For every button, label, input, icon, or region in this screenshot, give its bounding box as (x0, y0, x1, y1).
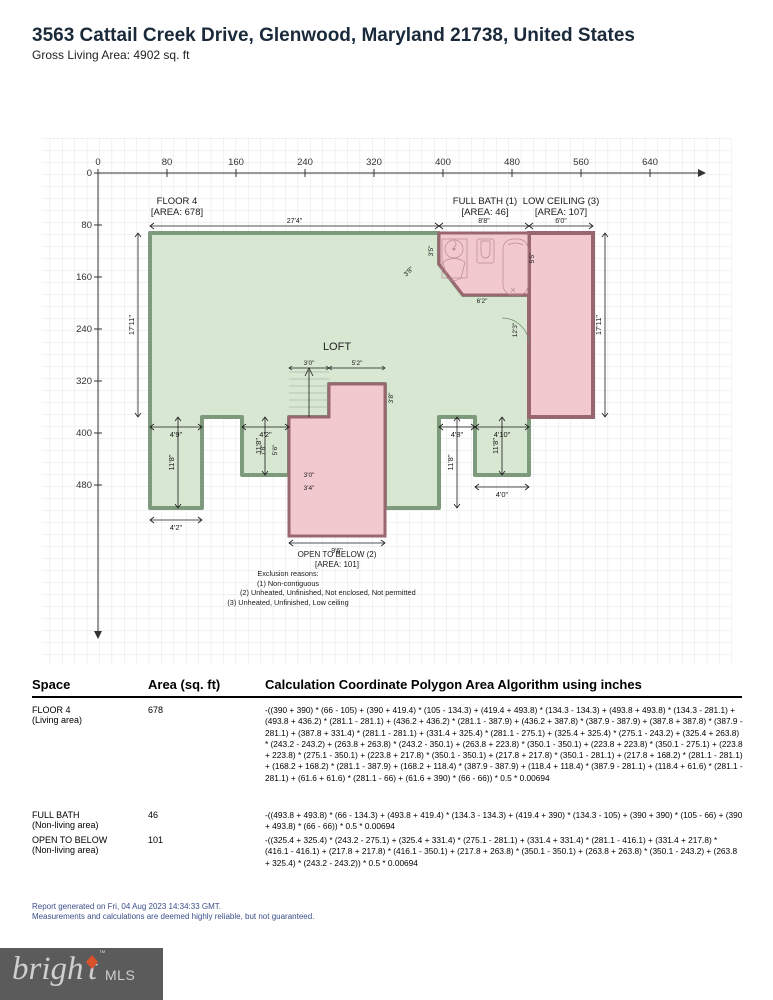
svg-text:480: 480 (76, 480, 92, 491)
svg-text:(1) Non-contiguous: (1) Non-contiguous (257, 579, 319, 588)
svg-text:640: 640 (642, 157, 658, 168)
svg-text:0: 0 (95, 157, 100, 168)
svg-text:17'11": 17'11" (127, 315, 136, 336)
svg-text:11'8": 11'8" (446, 454, 455, 470)
svg-text:160: 160 (76, 272, 92, 283)
svg-text:[AREA: 46]: [AREA: 46] (462, 207, 509, 218)
svg-text:5'6": 5'6" (272, 444, 279, 455)
svg-text:320: 320 (366, 157, 382, 168)
svg-text:[AREA: 678]: [AREA: 678] (151, 207, 203, 218)
svg-text:(3) Unheated, Unfinished, Low: (3) Unheated, Unfinished, Low ceiling (227, 598, 348, 607)
svg-text:LOW CEILING (3): LOW CEILING (3) (523, 196, 600, 207)
svg-text:320: 320 (76, 376, 92, 387)
svg-text:80: 80 (81, 220, 92, 231)
svg-text:240: 240 (76, 324, 92, 335)
svg-text:7'8": 7'8" (260, 444, 267, 455)
svg-text:27'4": 27'4" (287, 218, 303, 225)
svg-text:400: 400 (76, 428, 92, 439)
svg-text:11'8": 11'8" (167, 454, 176, 470)
svg-text:FULL BATH (1): FULL BATH (1) (453, 196, 517, 207)
svg-text:3'5": 3'5" (428, 245, 435, 256)
svg-text:4'2": 4'2" (170, 523, 183, 532)
svg-text:5'2": 5'2" (352, 360, 363, 367)
svg-text:[AREA: 101]: [AREA: 101] (315, 560, 359, 569)
svg-text:6'0": 6'0" (555, 218, 567, 225)
svg-text:400: 400 (435, 157, 451, 168)
svg-text:480: 480 (504, 157, 520, 168)
svg-text:80: 80 (162, 157, 173, 168)
svg-text:17'11": 17'11" (594, 315, 603, 336)
svg-text:LOFT: LOFT (323, 341, 351, 353)
svg-text:11'8": 11'8" (491, 438, 500, 454)
svg-text:OPEN TO BELOW (2): OPEN TO BELOW (2) (298, 550, 377, 559)
svg-text:3'0": 3'0" (304, 472, 315, 479)
svg-text:4'0": 4'0" (496, 490, 509, 499)
svg-text:3'0": 3'0" (304, 360, 315, 367)
svg-text:4'9": 4'9" (170, 430, 183, 439)
svg-text:5'5": 5'5" (529, 252, 536, 263)
svg-text:240: 240 (297, 157, 313, 168)
svg-text:(2) Unheated, Unfinished, Not: (2) Unheated, Unfinished, Not enclosed, … (240, 588, 416, 597)
svg-text:160: 160 (228, 157, 244, 168)
svg-text:3'8": 3'8" (388, 392, 395, 403)
svg-text:4'2": 4'2" (259, 430, 272, 439)
svg-text:[AREA: 107]: [AREA: 107] (535, 207, 587, 218)
svg-text:Exclusion reasons:: Exclusion reasons: (257, 569, 318, 578)
svg-text:3'4": 3'4" (304, 485, 315, 492)
svg-text:6'2": 6'2" (477, 298, 488, 305)
svg-text:560: 560 (573, 157, 589, 168)
svg-text:8'8": 8'8" (478, 218, 490, 225)
svg-text:12'3": 12'3" (512, 322, 519, 337)
svg-text:FLOOR 4: FLOOR 4 (157, 196, 198, 207)
svg-text:0: 0 (87, 168, 92, 179)
